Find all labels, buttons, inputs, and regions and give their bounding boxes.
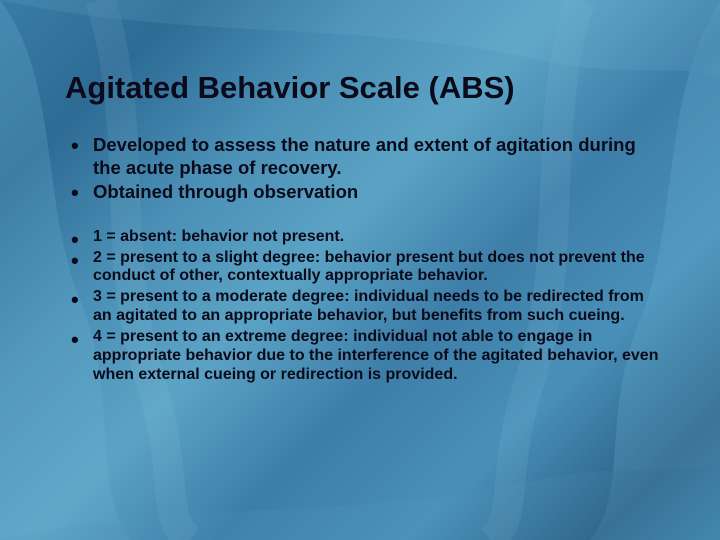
spacer [65,206,665,228]
scale-bullet: 1 = absent: behavior not present. [65,228,665,247]
slide: Agitated Behavior Scale (ABS) Developed … [0,0,720,540]
intro-bullet-list: Developed to assess the nature and exten… [65,134,665,204]
intro-bullet: Developed to assess the nature and exten… [65,134,665,179]
scale-bullet: 2 = present to a slight degree: behavior… [65,249,665,287]
scale-bullet: 4 = present to an extreme degree: indivi… [65,328,665,385]
scale-bullet-list: 1 = absent: behavior not present. 2 = pr… [65,228,665,385]
slide-title: Agitated Behavior Scale (ABS) [65,70,665,106]
intro-bullet: Obtained through observation [65,181,665,204]
scale-bullet: 3 = present to a moderate degree: indivi… [65,288,665,326]
slide-content: Agitated Behavior Scale (ABS) Developed … [65,70,665,387]
